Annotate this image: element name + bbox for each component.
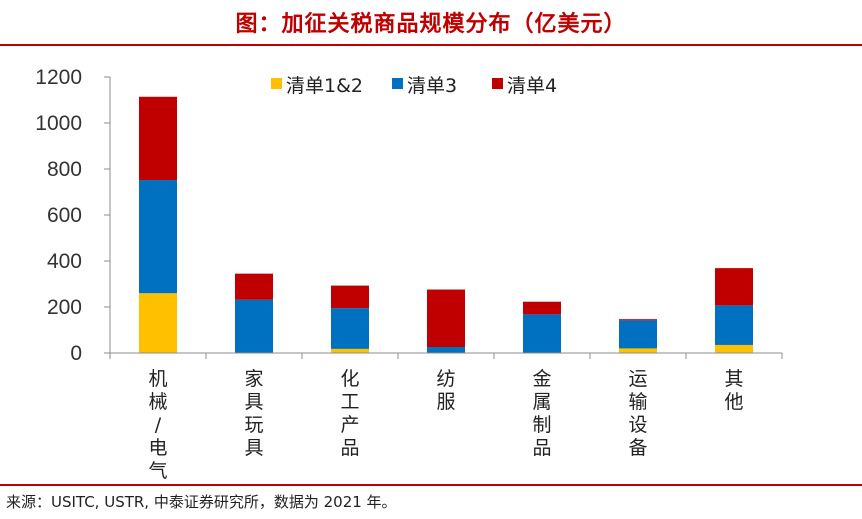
legend-label: 清单1&2 [286, 75, 363, 97]
stacked-bar-chart: 0 200 400 600 800 1000 1200 机械/电气 家具玩具 化工产品 纺服 金属制… [35, 66, 783, 482]
y-tick-label: 1000 [35, 112, 82, 135]
legend-swatch [392, 78, 403, 89]
y-tick-label: 400 [47, 250, 82, 273]
legend: 清单1&2 清单3 清单4 [271, 75, 557, 97]
footer-divider [0, 484, 862, 486]
legend-label: 清单3 [407, 75, 457, 97]
bar-segment-2 [331, 308, 369, 349]
bar-segment-3 [715, 268, 753, 306]
bar-segment-1 [715, 344, 753, 353]
bar-segment-3 [523, 301, 561, 315]
x-category-label: 纺服 [436, 368, 455, 413]
x-category-label: 其他 [724, 368, 743, 413]
y-tick-label: 0 [70, 342, 82, 365]
bar-segment-2 [619, 320, 657, 349]
y-tick-label: 800 [47, 158, 82, 181]
legend-label: 清单4 [507, 75, 557, 97]
bar-segment-2 [523, 314, 561, 353]
legend-swatch [271, 78, 282, 89]
bar-segment-2 [139, 180, 177, 294]
x-category-label: 化工产品 [340, 368, 359, 459]
bar-segment-3 [235, 273, 273, 300]
y-tick-label: 600 [47, 204, 82, 227]
bar-segment-2 [235, 299, 273, 353]
chart-title: 图：加征关税商品规模分布（亿美元） [235, 12, 627, 37]
title-divider [0, 44, 862, 46]
x-category-label: 家具玩具 [244, 368, 263, 459]
bar-segment-2 [427, 347, 465, 353]
bar-segment-1 [139, 293, 177, 353]
bar-segment-3 [331, 285, 369, 309]
y-tick-label: 1200 [35, 66, 82, 89]
y-axis: 0 200 400 600 800 1000 1200 [35, 66, 111, 365]
bar-segment-2 [715, 305, 753, 345]
bar-segment-3 [139, 96, 177, 181]
legend-swatch [492, 78, 503, 89]
x-category-label: 金属制品 [532, 368, 551, 459]
bar-segment-3 [427, 289, 465, 348]
bar-segment-1 [331, 348, 369, 353]
bars [139, 96, 753, 353]
bar-segment-1 [619, 348, 657, 353]
y-tick-label: 200 [47, 296, 82, 319]
bar-segment-3 [619, 319, 657, 321]
x-category-label: 机械/电气 [148, 368, 167, 482]
source-note: 来源：USITC, USTR, 中泰证券研究所，数据为 2021 年。 [6, 493, 397, 511]
x-axis: 机械/电气 家具玩具 化工产品 纺服 金属制品 运输设备 其他 [109, 352, 783, 482]
x-category-label: 运输设备 [628, 368, 647, 459]
